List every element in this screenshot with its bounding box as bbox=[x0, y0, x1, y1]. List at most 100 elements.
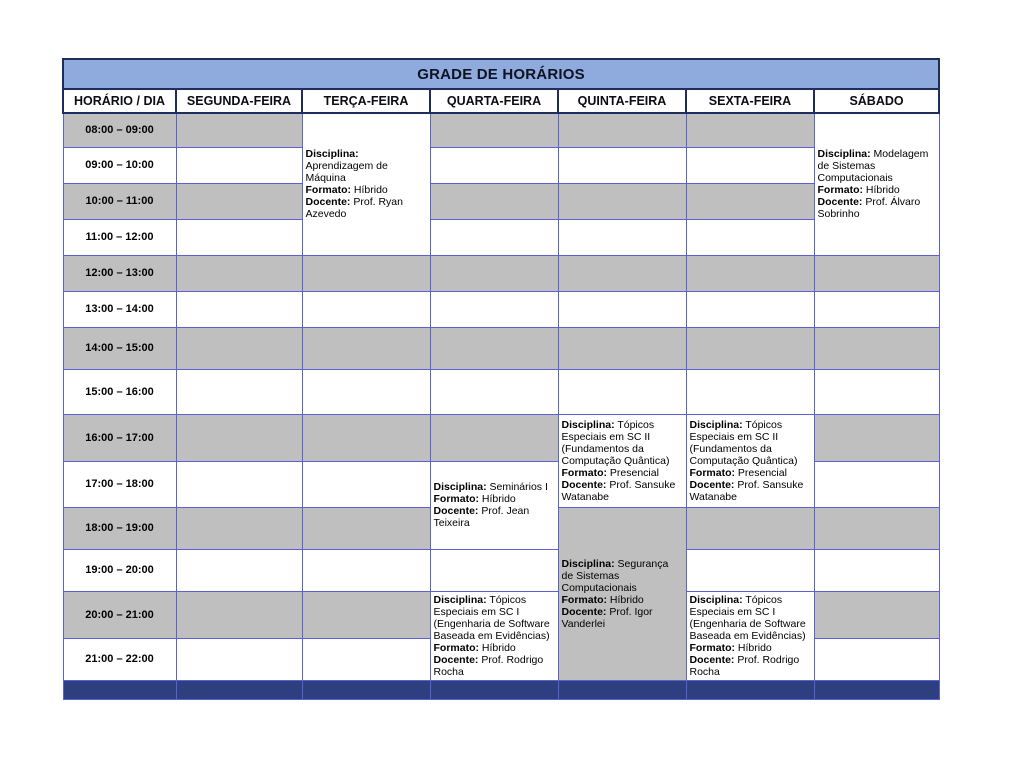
empty-cell bbox=[301, 638, 431, 681]
empty-cell bbox=[175, 460, 303, 508]
empty-cell bbox=[429, 182, 559, 220]
course-disciplina: Disciplina: Seminários I bbox=[433, 481, 548, 493]
empty-cell bbox=[175, 638, 303, 681]
empty-cell bbox=[685, 368, 815, 415]
empty-cell bbox=[813, 290, 940, 328]
schedule-row: 16:00 – 17:00 Disciplina: Tópicos Especia… bbox=[62, 413, 940, 508]
empty-cell bbox=[557, 290, 687, 328]
course-formato: Formato: Híbrido bbox=[817, 184, 900, 197]
empty-cell bbox=[301, 506, 431, 550]
empty-cell bbox=[175, 590, 303, 640]
time-slot-cell: 20:00 – 21:00 bbox=[62, 590, 177, 640]
empty-cell bbox=[429, 112, 559, 148]
empty-cell bbox=[175, 112, 303, 148]
course-docente: Docente: Prof. Álvaro Sobrinho bbox=[817, 196, 921, 221]
column-header-quinta: QUINTA-FEIRA bbox=[557, 88, 687, 114]
empty-cell bbox=[429, 146, 559, 184]
empty-cell bbox=[301, 413, 431, 462]
course-formato: Formato: Híbrido bbox=[305, 184, 388, 197]
empty-cell bbox=[429, 218, 559, 256]
time-slot-cell: 10:00 – 11:00 bbox=[62, 182, 177, 220]
schedule-row: 10:00 – 11:00 bbox=[62, 182, 939, 220]
empty-cell bbox=[429, 413, 559, 462]
empty-cell bbox=[175, 290, 303, 328]
schedule-row: 19:00 – 20:00 bbox=[62, 548, 940, 592]
empty-cell bbox=[175, 506, 303, 550]
time-slot-cell: 21:00 – 22:00 bbox=[62, 638, 177, 681]
course-disciplina: Disciplina: Segurança de Sistemas Comput… bbox=[561, 557, 669, 594]
empty-cell bbox=[301, 254, 431, 292]
footer-bar-cell bbox=[175, 679, 303, 700]
empty-cell bbox=[685, 218, 815, 256]
course-cell-topicos-especiais-sc2-sexta: Disciplina: Tópicos Especiais em SC II (… bbox=[685, 413, 815, 508]
time-slot-cell: 12:00 – 13:00 bbox=[62, 254, 177, 292]
empty-cell bbox=[557, 146, 687, 184]
footer-bar-cell bbox=[62, 679, 177, 700]
column-header-horario-dia: HORÁRIO / DIA bbox=[62, 88, 177, 114]
schedule-row: 14:00 – 15:00 bbox=[62, 326, 940, 370]
empty-cell bbox=[685, 326, 815, 370]
course-formato: Formato: Presencial bbox=[561, 466, 659, 479]
empty-cell bbox=[813, 506, 940, 550]
empty-cell bbox=[175, 146, 303, 184]
course-cell-topicos-especiais-sc2-quinta: Disciplina: Tópicos Especiais em SC II (… bbox=[557, 413, 687, 508]
column-header-quarta: QUARTA-FEIRA bbox=[429, 88, 559, 114]
empty-cell bbox=[301, 548, 431, 592]
empty-cell bbox=[685, 112, 815, 148]
empty-cell bbox=[175, 413, 303, 462]
course-formato: Formato: Híbrido bbox=[689, 641, 772, 654]
empty-cell bbox=[557, 112, 687, 148]
schedule-row: 11:00 – 12:00 bbox=[62, 218, 939, 256]
empty-cell bbox=[813, 368, 940, 415]
course-formato: Formato: Híbrido bbox=[433, 641, 516, 654]
schedule-row: 12:00 – 13:00 bbox=[62, 254, 940, 292]
course-disciplina: Disciplina: Tópicos Especiais em SC II (… bbox=[561, 418, 670, 467]
course-formato: Formato: Híbrido bbox=[433, 493, 516, 505]
empty-cell bbox=[813, 548, 940, 592]
empty-cell bbox=[301, 326, 431, 370]
empty-cell bbox=[557, 218, 687, 256]
empty-cell bbox=[175, 326, 303, 370]
empty-cell bbox=[175, 548, 303, 592]
empty-cell bbox=[429, 326, 559, 370]
empty-cell bbox=[685, 146, 815, 184]
course-cell-seguranca-de-sistemas-computacionais: Disciplina: Segurança de Sistemas Comput… bbox=[557, 506, 687, 681]
empty-cell bbox=[813, 326, 940, 370]
empty-cell bbox=[429, 548, 559, 592]
column-header-segunda: SEGUNDA-FEIRA bbox=[175, 88, 303, 114]
footer-bar-cell bbox=[301, 679, 431, 700]
empty-cell bbox=[175, 368, 303, 415]
course-disciplina: Disciplina: Aprendizagem de Máquina bbox=[305, 148, 388, 185]
time-slot-cell: 09:00 – 10:00 bbox=[62, 146, 177, 184]
empty-cell bbox=[301, 290, 431, 328]
footer-bar-cell bbox=[429, 679, 559, 700]
empty-cell bbox=[813, 460, 940, 508]
footer-row bbox=[62, 679, 940, 700]
empty-cell bbox=[557, 254, 687, 292]
time-slot-cell: 15:00 – 16:00 bbox=[62, 368, 177, 415]
empty-cell bbox=[557, 182, 687, 220]
schedule-row: 20:00 – 21:00 Disciplina: Tópicos Especia… bbox=[62, 590, 940, 681]
course-docente: Docente: Prof. Rodrigo Rocha bbox=[689, 653, 800, 678]
course-docente: Docente: Prof. Sansuke Watanabe bbox=[689, 478, 804, 503]
time-slot-cell: 16:00 – 17:00 bbox=[62, 413, 177, 462]
schedule-row: 21:00 – 22:00 bbox=[62, 638, 940, 681]
footer-bar-cell bbox=[813, 679, 940, 700]
time-slot-cell: 08:00 – 09:00 bbox=[62, 112, 177, 148]
course-disciplina: Disciplina: Tópicos Especiais em SC I (E… bbox=[689, 593, 806, 642]
course-formato: Formato: Presencial bbox=[689, 466, 787, 479]
schedule-row: 13:00 – 14:00 bbox=[62, 290, 940, 328]
schedule-row: 09:00 – 10:00 bbox=[62, 146, 939, 184]
empty-cell bbox=[429, 368, 559, 415]
empty-cell bbox=[557, 326, 687, 370]
column-header-sexta: SEXTA-FEIRA bbox=[685, 88, 815, 114]
table-title: GRADE DE HORÁRIOS bbox=[61, 58, 941, 90]
footer-bar-cell bbox=[685, 679, 815, 700]
empty-cell bbox=[685, 254, 815, 292]
empty-cell bbox=[429, 254, 559, 292]
empty-cell bbox=[301, 460, 431, 508]
empty-cell bbox=[175, 218, 303, 256]
empty-cell bbox=[685, 182, 815, 220]
empty-cell bbox=[685, 290, 815, 328]
